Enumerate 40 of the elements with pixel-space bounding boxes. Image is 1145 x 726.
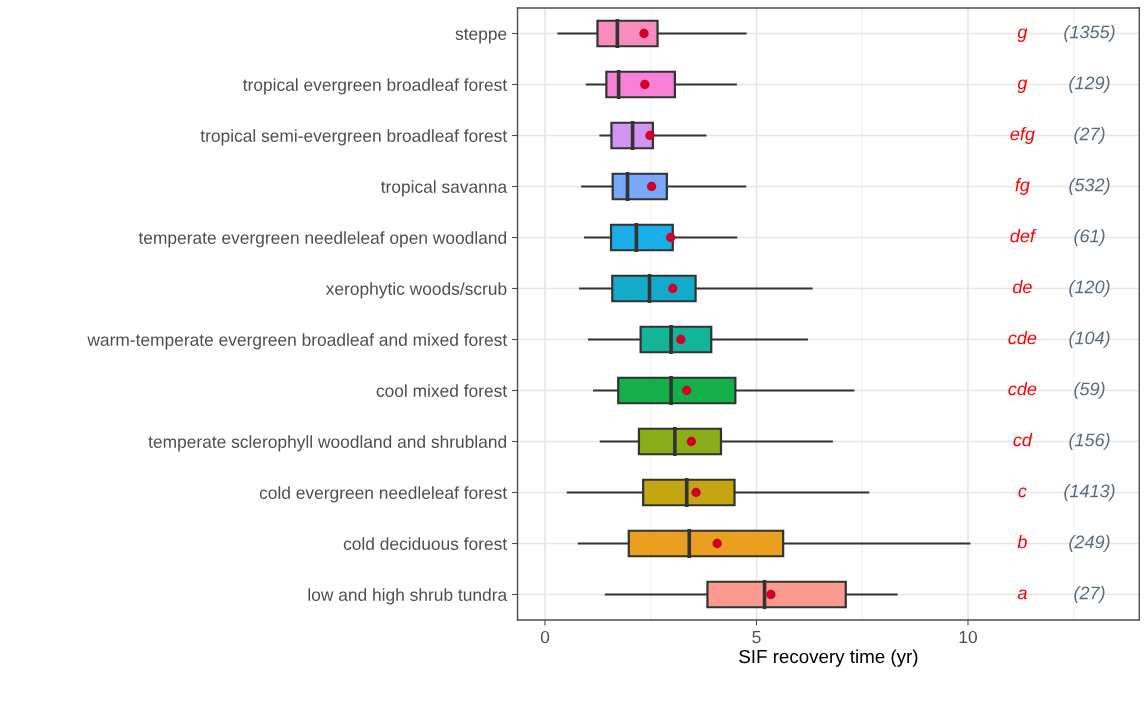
annotation: c [1018, 487, 1027, 498]
annotation: b [1017, 535, 1027, 549]
x-tick-label: 5 [752, 631, 761, 644]
y-tick-label: cold evergreen needleleaf forest [259, 486, 508, 503]
annotation: (120) [1069, 280, 1110, 297]
annotation: def [1010, 229, 1037, 243]
y-tick-label: warm-temperate evergreen broadleaf and mixed forest [87, 333, 508, 350]
annotation: (1355) [1064, 25, 1115, 42]
y-tick-label: temperate sclerophyll woodland and shrubland [148, 435, 507, 452]
annotation: cd [1013, 433, 1033, 447]
annotation: cde [1008, 331, 1037, 345]
annotation: (27) [1074, 127, 1105, 144]
annotation: cde [1008, 382, 1037, 396]
annotation: (532) [1069, 178, 1110, 195]
y-tick-label: cold deciduous forest [343, 537, 508, 550]
y-tick-label: xerophytic woods/scrub [325, 282, 507, 299]
x-tick-label: 0 [540, 630, 550, 644]
y-tick-label: tropical savanna [380, 180, 508, 197]
x-tick-label: 10 [959, 630, 977, 644]
annotation: a [1017, 589, 1027, 600]
y-tick-label: low and high shrub tundra [308, 588, 508, 605]
y-tick-label: steppe [455, 28, 507, 44]
annotation: (104) [1069, 331, 1110, 348]
y-tick-label: cool mixed forest [376, 384, 507, 397]
annotation: g [1017, 79, 1028, 93]
annotation: efg [1010, 127, 1035, 144]
annotation: (27) [1074, 586, 1105, 603]
y-tick-label: tropical evergreen broadleaf forest [242, 78, 508, 95]
annotation: fg [1015, 178, 1030, 195]
x-axis-title: SIF recovery time (yr) [739, 649, 918, 667]
annotation: (249) [1069, 535, 1110, 552]
annotation: de [1012, 280, 1032, 294]
y-tick-label: tropical semi-evergreen broadleaf forest [200, 129, 508, 146]
annotation: (156) [1069, 433, 1110, 450]
annotation: g [1017, 28, 1028, 42]
y-tick-label: temperate evergreen needleleaf open woodland [138, 231, 507, 248]
annotation: (59) [1074, 382, 1105, 399]
annotation: (61) [1074, 229, 1105, 246]
annotation: (129) [1069, 76, 1110, 93]
annotation: (1413) [1064, 484, 1115, 501]
